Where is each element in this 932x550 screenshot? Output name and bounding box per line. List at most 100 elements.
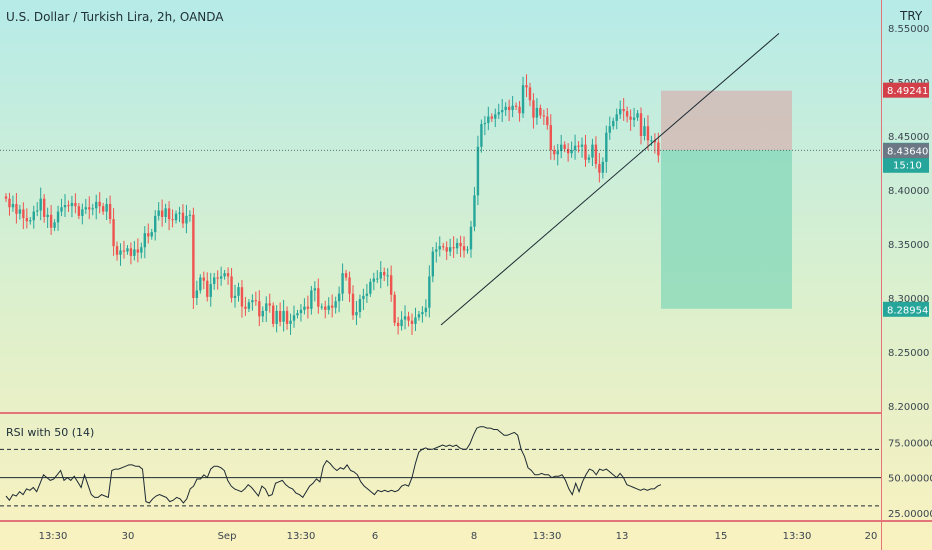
candle-body: [445, 247, 448, 252]
candle-body: [587, 157, 591, 160]
candle-body: [174, 213, 178, 221]
candle-body: [369, 281, 372, 294]
price-axis-tick: 8.30000: [888, 294, 929, 305]
price-pane[interactable]: [0, 32, 881, 335]
price-axis-tick: 8.35000: [888, 240, 929, 251]
candle-body: [313, 288, 317, 291]
candle-body: [95, 201, 98, 209]
axes: 8.550008.500008.450008.400008.350008.300…: [39, 24, 932, 542]
candle-body: [181, 212, 185, 224]
candle-body: [258, 301, 261, 317]
candle-body: [358, 299, 362, 313]
candle-body: [133, 249, 136, 256]
candle-body: [324, 306, 327, 310]
candle-body: [383, 272, 386, 276]
candle-body: [317, 288, 320, 307]
candle-body: [455, 242, 459, 249]
trendline[interactable]: [440, 32, 780, 326]
risk-zone[interactable]: [661, 90, 792, 151]
candle-body: [22, 209, 25, 219]
candle-body: [327, 305, 330, 310]
candle-body: [632, 117, 636, 120]
price-pane-divider: [0, 412, 882, 414]
time-axis-tick: Sep: [218, 531, 237, 542]
candle-body: [615, 114, 618, 121]
reward-zone[interactable]: [661, 150, 792, 309]
candle-body: [591, 144, 594, 158]
candle-body: [122, 250, 126, 252]
candle-body: [448, 247, 452, 252]
candle-body: [101, 206, 105, 212]
candle-body: [362, 295, 365, 300]
candle-body: [553, 150, 556, 155]
rsi-axis-tick: 75.00000: [888, 438, 932, 449]
candle-body: [303, 306, 306, 310]
time-axis-tick: 30: [122, 531, 135, 542]
candle-body: [414, 317, 417, 324]
candle-body: [452, 247, 455, 249]
time-axis-tick: 13:30: [287, 531, 316, 542]
stop-price-label: [883, 301, 929, 317]
candle-body: [521, 85, 525, 114]
candle-body: [289, 320, 292, 324]
candle-body: [275, 310, 278, 324]
candle-body: [639, 113, 643, 136]
candle-body: [622, 108, 625, 112]
candle-body: [25, 218, 29, 222]
candle-body: [70, 202, 74, 207]
candle-body: [410, 320, 414, 324]
candle-body: [608, 126, 611, 133]
candle-body: [518, 106, 521, 114]
candle-body: [119, 250, 122, 255]
rsi-title: RSI with 50 (14): [6, 426, 94, 439]
price-axis-tick: 8.55000: [888, 24, 929, 35]
candle-body: [549, 125, 552, 151]
candle-body: [150, 232, 153, 237]
candle-body: [334, 301, 337, 308]
candle-body: [504, 106, 507, 111]
candle-body: [535, 107, 539, 118]
candle-body: [560, 144, 563, 152]
candle-body: [646, 126, 650, 141]
candle-body: [53, 222, 56, 228]
candle-body: [84, 207, 88, 210]
candle-body: [39, 198, 42, 211]
candle-body: [261, 310, 264, 317]
candle-body: [167, 208, 171, 220]
candle-body: [542, 115, 546, 117]
candle-body: [77, 206, 81, 216]
candle-body: [244, 306, 247, 309]
candle-body: [483, 123, 487, 125]
candle-body: [372, 278, 376, 282]
candle-body: [247, 302, 251, 309]
candle-body: [268, 303, 271, 306]
candle-body: [60, 207, 63, 212]
candle-body: [594, 144, 598, 165]
candle-body: [424, 307, 428, 313]
candle-body: [344, 273, 348, 278]
candle-body: [459, 242, 462, 247]
candle-body: [154, 215, 157, 233]
candle-body: [570, 150, 573, 154]
candle-body: [136, 249, 140, 253]
rsi-pane[interactable]: [0, 426, 881, 507]
candle-body: [36, 210, 39, 212]
candle-body: [164, 208, 167, 217]
candle-body: [501, 110, 504, 113]
candle-body: [282, 310, 285, 322]
candle-body: [199, 277, 202, 291]
candle-body: [143, 233, 146, 248]
candle-body: [88, 207, 91, 210]
candle-body: [653, 140, 657, 143]
candle-body: [511, 105, 514, 111]
candle-body: [81, 209, 84, 216]
candle-body: [216, 277, 219, 279]
candle-body: [209, 283, 212, 297]
target-price-label: [883, 82, 929, 98]
candle-body: [473, 195, 476, 227]
candle-body: [629, 116, 632, 120]
candle-body: [487, 116, 490, 124]
time-axis-tick: 13: [616, 531, 629, 542]
target-price-label-text: 8.49241: [887, 86, 928, 97]
